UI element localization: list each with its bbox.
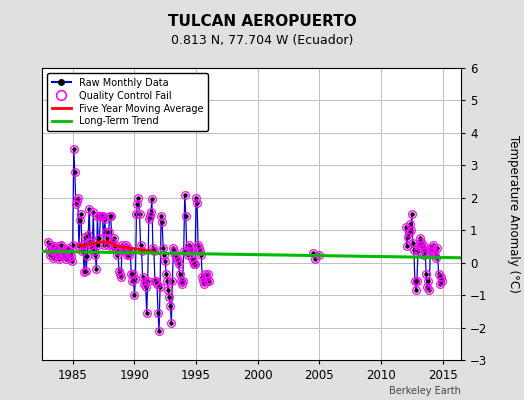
Y-axis label: Temperature Anomaly (°C): Temperature Anomaly (°C) (507, 135, 520, 293)
Text: 0.813 N, 77.704 W (Ecuador): 0.813 N, 77.704 W (Ecuador) (171, 34, 353, 47)
Legend: Raw Monthly Data, Quality Control Fail, Five Year Moving Average, Long-Term Tren: Raw Monthly Data, Quality Control Fail, … (47, 73, 208, 131)
Text: Berkeley Earth: Berkeley Earth (389, 386, 461, 396)
Text: TULCAN AEROPUERTO: TULCAN AEROPUERTO (168, 14, 356, 29)
